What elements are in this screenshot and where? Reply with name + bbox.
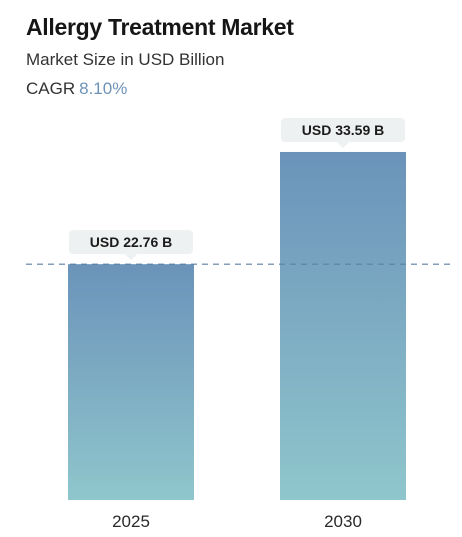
bar-2030: [280, 151, 406, 500]
cagr-line: CAGR 8.10%: [26, 79, 127, 99]
x-tick-2030: 2030: [324, 512, 362, 531]
chart-subtitle: Market Size in USD Billion: [26, 50, 225, 69]
chart-title: Allergy Treatment Market: [26, 14, 294, 40]
data-label-text: USD 33.59 B: [302, 122, 384, 138]
cagr-value: 8.10%: [79, 79, 128, 98]
data-label-2025: USD 22.76 B: [69, 230, 193, 261]
cagr-label: CAGR: [26, 79, 76, 98]
data-label-text: USD 22.76 B: [90, 234, 172, 250]
bar-2025: [68, 264, 194, 500]
data-label-2030: USD 33.59 B: [281, 117, 405, 148]
x-tick-2025: 2025: [112, 512, 150, 531]
